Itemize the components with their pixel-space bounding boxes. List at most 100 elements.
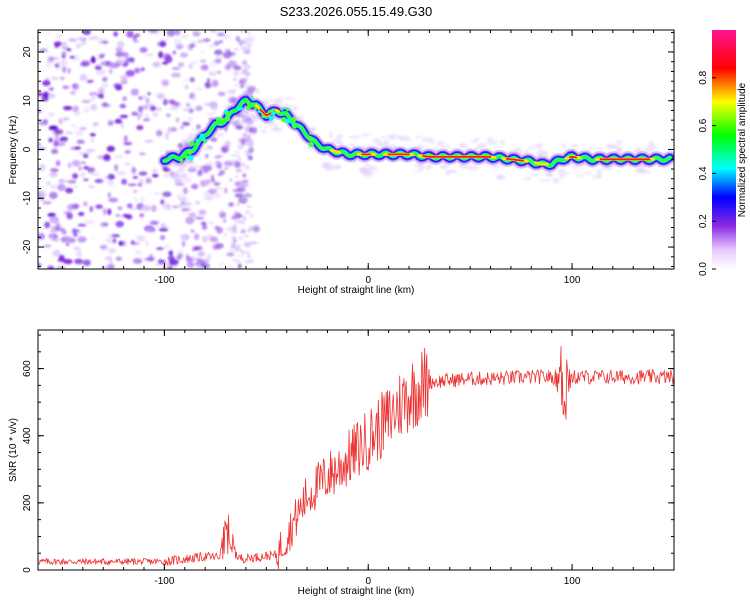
noise-blob xyxy=(188,108,194,114)
noise-blob xyxy=(210,62,218,67)
halo-blob xyxy=(527,146,538,150)
noise-blob xyxy=(90,57,97,64)
halo-blob xyxy=(283,97,295,100)
noise-blob xyxy=(58,118,63,125)
noise-blob xyxy=(139,213,144,218)
snr-axis-ticks: -100 0 100 0 200 400 600 xyxy=(22,330,675,587)
halo-blob xyxy=(607,143,620,150)
noise-blob xyxy=(39,197,45,201)
noise-blob xyxy=(162,61,168,65)
noise-blob xyxy=(136,235,146,242)
halo-blob xyxy=(594,147,604,150)
noise-blob xyxy=(217,173,222,177)
halo-blob xyxy=(250,115,260,121)
noise-blob xyxy=(74,258,84,265)
spectrogram-x-axis-label: Height of straight line (km) xyxy=(298,285,415,296)
noise-blob xyxy=(234,193,244,198)
noise-blob xyxy=(50,168,59,173)
noise-blob xyxy=(176,255,181,261)
noise-blob xyxy=(81,152,90,156)
noise-blob xyxy=(243,82,246,86)
noise-blob xyxy=(54,133,60,140)
noise-blob xyxy=(193,233,200,240)
halo-blob xyxy=(270,127,279,131)
ridge-knot xyxy=(242,100,246,104)
noise-blob xyxy=(197,39,204,44)
noise-blob xyxy=(222,34,232,40)
noise-blob xyxy=(228,202,235,207)
noise-blob xyxy=(72,185,79,188)
noise-blob xyxy=(150,204,157,213)
noise-blob xyxy=(152,112,159,118)
halo-blob xyxy=(647,144,657,149)
noise-blob xyxy=(90,137,95,143)
halo-blob xyxy=(376,141,389,147)
halo-blob xyxy=(440,163,449,170)
noise-blob xyxy=(67,179,77,184)
noise-blob xyxy=(214,49,223,56)
noise-blob xyxy=(62,117,70,121)
noise-blob xyxy=(123,135,128,143)
noise-blob xyxy=(102,76,108,83)
noise-blob xyxy=(134,33,140,38)
spectrogram-y-axis-label: Frequency (Hz) xyxy=(8,116,19,185)
noise-blob xyxy=(145,240,149,248)
noise-blob xyxy=(232,159,238,163)
noise-blob xyxy=(229,178,233,182)
noise-blob xyxy=(84,219,94,225)
y-tick-label: 200 xyxy=(22,494,33,511)
noise-blob xyxy=(213,40,220,46)
noise-blob xyxy=(219,40,223,43)
noise-blob xyxy=(192,31,201,37)
ridge-knot xyxy=(290,116,297,123)
noise-blob xyxy=(118,240,124,246)
noise-blob xyxy=(240,46,247,50)
noise-blob xyxy=(245,260,249,264)
halo-blob xyxy=(360,133,370,137)
ridge-knot xyxy=(224,116,231,122)
ridge-knot xyxy=(307,136,314,142)
noise-blob xyxy=(147,92,151,96)
noise-blob xyxy=(67,67,71,74)
noise-blob xyxy=(171,67,181,70)
noise-blob xyxy=(180,233,190,241)
noise-blob xyxy=(234,259,241,263)
noise-blob xyxy=(174,30,181,36)
noise-blob xyxy=(90,171,101,177)
noise-blob xyxy=(66,212,73,220)
halo-blob xyxy=(255,88,261,94)
noise-blob xyxy=(139,196,145,203)
y-tick-label: -10 xyxy=(22,191,33,206)
noise-blob xyxy=(173,38,182,46)
spectrogram-noise-blobs xyxy=(38,30,672,269)
halo-blob xyxy=(596,174,602,177)
halo-blob xyxy=(180,167,185,173)
noise-blob xyxy=(173,105,179,109)
halo-blob xyxy=(470,139,477,143)
ridge-knot xyxy=(246,104,252,110)
noise-blob xyxy=(55,61,61,70)
noise-blob xyxy=(246,142,250,147)
noise-blob xyxy=(133,196,138,203)
noise-blob xyxy=(191,94,197,101)
noise-blob xyxy=(106,179,115,186)
noise-blob xyxy=(53,141,58,148)
noise-blob xyxy=(61,65,67,74)
noise-blob xyxy=(126,203,133,209)
noise-blob xyxy=(49,191,58,200)
noise-blob xyxy=(124,162,132,166)
noise-blob xyxy=(113,31,118,37)
noise-blob xyxy=(200,64,209,71)
halo-blob xyxy=(231,89,237,93)
ridge-knot xyxy=(225,111,231,117)
noise-blob xyxy=(193,245,203,251)
noise-blob xyxy=(134,67,141,74)
noise-blob xyxy=(166,30,176,37)
noise-blob xyxy=(74,110,81,117)
noise-blob xyxy=(213,182,221,186)
noise-blob xyxy=(191,183,199,190)
noise-blob xyxy=(101,102,108,108)
halo-blob xyxy=(414,169,423,172)
ridge-knot xyxy=(194,142,198,146)
noise-blob xyxy=(145,97,150,104)
